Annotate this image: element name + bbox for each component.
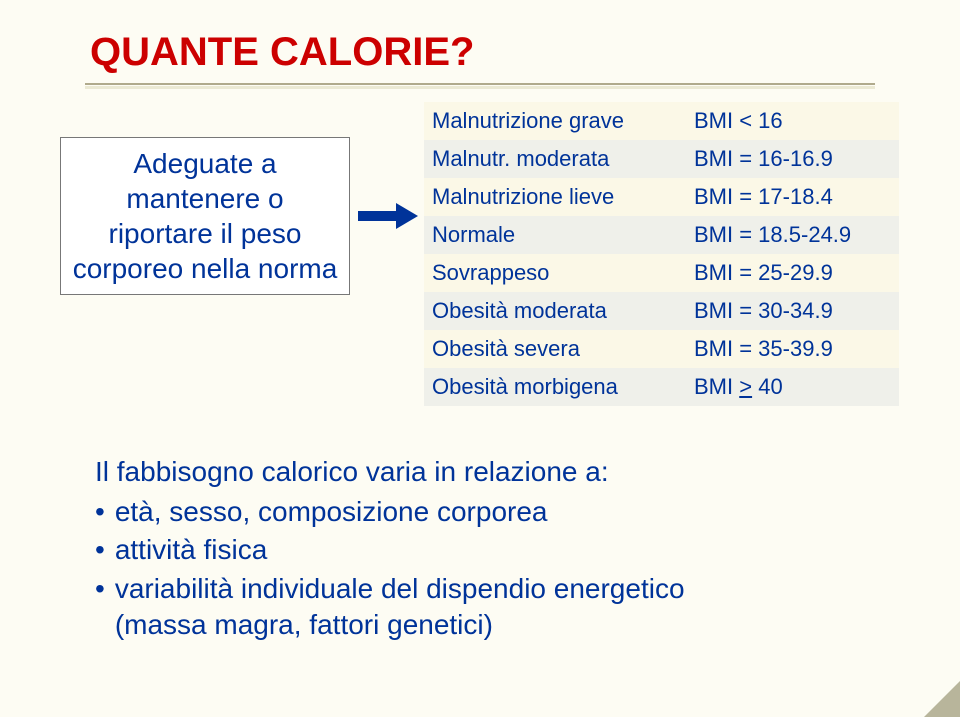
bmi-category: Obesità moderata — [432, 298, 694, 324]
bmi-category: Malnutrizione grave — [432, 108, 694, 134]
bullet-text: variabilità individuale del dispendio en… — [115, 571, 685, 644]
bullet-text: attività fisica — [115, 532, 268, 568]
bullet-item: • età, sesso, composizione corporea — [95, 494, 895, 530]
intro-line-1: Adeguate a — [133, 148, 276, 179]
bullet-item: • attività fisica — [95, 532, 895, 568]
title-rule-shadow — [85, 86, 875, 89]
intro-box-text: Adeguate a mantenere o riportare il peso… — [73, 146, 338, 286]
intro-box: Adeguate a mantenere o riportare il peso… — [60, 137, 350, 295]
bmi-category: Malnutr. moderata — [432, 146, 694, 172]
table-row: Malnutr. moderata BMI = 16-16.9 — [424, 140, 899, 178]
table-row: Obesità severa BMI = 35-39.9 — [424, 330, 899, 368]
table-row: Obesità moderata BMI = 30-34.9 — [424, 292, 899, 330]
bullet-icon: • — [95, 494, 105, 530]
bmi-category: Obesità morbigena — [432, 374, 694, 400]
intro-line-3: riportare il peso — [109, 218, 302, 249]
bullet-item: • variabilità individuale del dispendio … — [95, 571, 895, 644]
table-row: Normale BMI = 18.5-24.9 — [424, 216, 899, 254]
bullet-icon: • — [95, 532, 105, 568]
bmi-value: BMI > 40 — [694, 374, 899, 400]
table-row: Malnutrizione grave BMI < 16 — [424, 102, 899, 140]
title-rule — [85, 83, 875, 85]
bmi-value: BMI = 30-34.9 — [694, 298, 899, 324]
table-row: Sovrappeso BMI = 25-29.9 — [424, 254, 899, 292]
bmi-value: BMI = 16-16.9 — [694, 146, 899, 172]
intro-line-4: corporeo nella norma — [73, 253, 338, 284]
page-corner-icon — [924, 681, 960, 717]
table-row: Malnutrizione lieve BMI = 17-18.4 — [424, 178, 899, 216]
bmi-value: BMI = 18.5-24.9 — [694, 222, 899, 248]
bullet-text: età, sesso, composizione corporea — [115, 494, 548, 530]
lead-text: Il fabbisogno calorico varia in relazion… — [95, 456, 895, 488]
bmi-table: Malnutrizione grave BMI < 16 Malnutr. mo… — [424, 102, 899, 406]
bmi-category: Obesità severa — [432, 336, 694, 362]
intro-line-2: mantenere o — [126, 183, 283, 214]
arrow-icon — [358, 203, 418, 229]
bmi-value: BMI = 17-18.4 — [694, 184, 899, 210]
bmi-value: BMI = 35-39.9 — [694, 336, 899, 362]
bmi-category: Malnutrizione lieve — [432, 184, 694, 210]
bottom-block: Il fabbisogno calorico varia in relazion… — [95, 456, 895, 644]
bmi-category: Sovrappeso — [432, 260, 694, 286]
bmi-value: BMI = 25-29.9 — [694, 260, 899, 286]
bullet-icon: • — [95, 571, 105, 607]
bmi-value: BMI < 16 — [694, 108, 899, 134]
bmi-category: Normale — [432, 222, 694, 248]
slide-title: QUANTE CALORIE? — [90, 30, 474, 75]
ge-symbol: > — [739, 374, 752, 399]
table-row: Obesità morbigena BMI > 40 — [424, 368, 899, 406]
